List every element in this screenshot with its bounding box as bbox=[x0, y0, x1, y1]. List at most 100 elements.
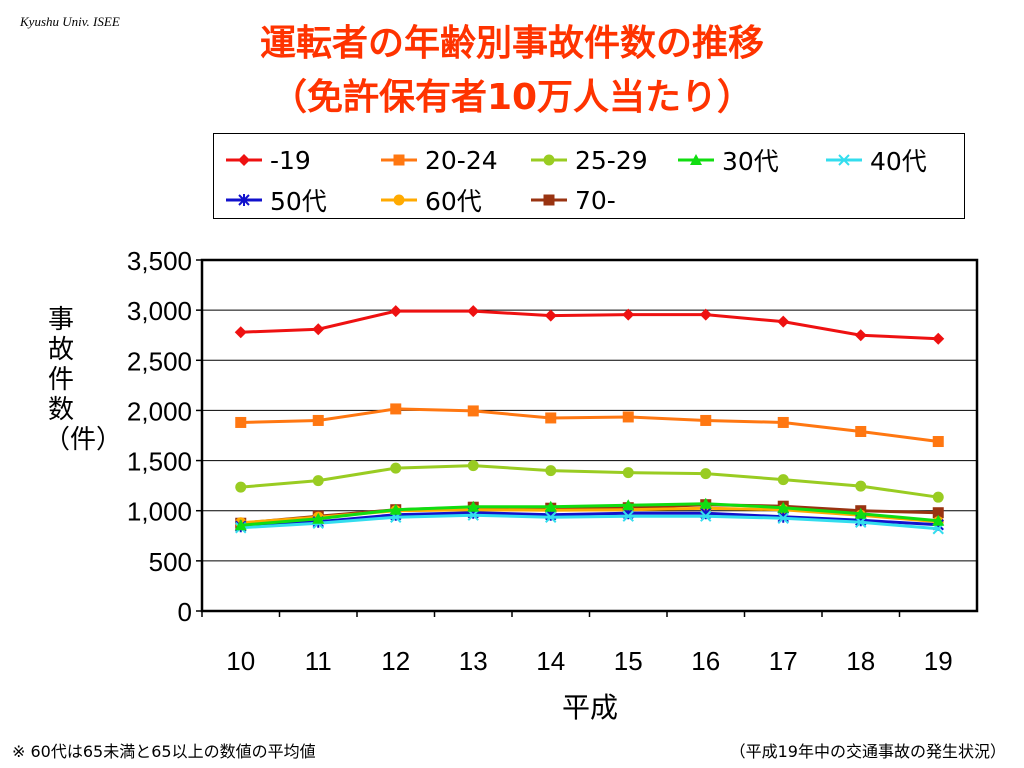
x-tick-label: 15 bbox=[614, 646, 643, 676]
data-point bbox=[312, 512, 325, 524]
series-line bbox=[240, 513, 939, 531]
data-point bbox=[390, 462, 402, 474]
legend-item: 20-24 bbox=[379, 142, 498, 178]
data-point bbox=[545, 412, 557, 424]
legend-swatch bbox=[531, 154, 567, 166]
series-line bbox=[240, 464, 939, 499]
data-point bbox=[312, 414, 324, 426]
data-point bbox=[854, 507, 867, 519]
legend-item: 30代 bbox=[676, 142, 779, 178]
legend-marker bbox=[838, 154, 850, 166]
y-tick-label: 1,500 bbox=[127, 447, 192, 477]
legend-swatch bbox=[226, 154, 262, 166]
data-point bbox=[932, 436, 944, 448]
series-25-29 bbox=[235, 460, 944, 503]
data-point bbox=[700, 510, 712, 522]
legend-item: 40代 bbox=[824, 142, 927, 178]
data-point bbox=[234, 519, 247, 531]
series-30代 bbox=[234, 497, 945, 531]
x-tick-label: 12 bbox=[381, 646, 410, 676]
data-point bbox=[467, 405, 479, 417]
source-note: （平成19年中の交通事故の発生状況） bbox=[729, 742, 1006, 761]
data-point bbox=[622, 499, 635, 511]
data-point bbox=[622, 308, 635, 321]
legend-label: 50代 bbox=[270, 187, 327, 216]
data-point bbox=[700, 414, 712, 426]
data-point bbox=[932, 491, 944, 503]
legend-label: 30代 bbox=[722, 147, 779, 176]
data-point bbox=[777, 512, 789, 524]
legend-label: 25-29 bbox=[575, 145, 648, 175]
legend-marker bbox=[393, 194, 405, 206]
chart-title: 運転者の年齢別事故件数の推移 bbox=[259, 23, 764, 64]
data-point bbox=[235, 481, 247, 493]
data-point bbox=[699, 308, 712, 321]
data-point bbox=[777, 510, 789, 523]
series-line bbox=[240, 511, 939, 528]
y-axis-label: 事故件数（件） bbox=[44, 305, 123, 455]
data-point bbox=[854, 329, 867, 342]
data-point bbox=[234, 326, 247, 339]
legend-item: 60代 bbox=[379, 182, 482, 218]
legend-marker bbox=[543, 154, 555, 166]
legend-label: -19 bbox=[270, 145, 311, 175]
legend-marker bbox=[393, 154, 405, 166]
series-line bbox=[240, 309, 939, 341]
series--19 bbox=[234, 305, 945, 345]
data-point bbox=[389, 503, 402, 515]
y-tick-label: 1,000 bbox=[127, 497, 192, 527]
x-tick-label: 19 bbox=[924, 646, 953, 676]
x-axis-label: 平成 bbox=[561, 691, 618, 724]
legend-label: 40代 bbox=[870, 147, 927, 176]
x-tick-label: 13 bbox=[459, 646, 488, 676]
legend-swatch bbox=[531, 194, 567, 206]
data-point bbox=[235, 416, 247, 428]
data-point bbox=[467, 500, 480, 512]
x-tick-label: 10 bbox=[226, 646, 255, 676]
legend-item: -19 bbox=[224, 142, 311, 178]
y-tick-label: 3,500 bbox=[127, 246, 192, 276]
legend-label: 60代 bbox=[425, 187, 482, 216]
chart-legend: -19 20-24 25-29 30代 40代 50代 60代 70- bbox=[213, 133, 965, 219]
legend-item: 50代 bbox=[224, 182, 327, 218]
x-tick-label: 17 bbox=[769, 646, 798, 676]
data-point bbox=[545, 511, 557, 523]
chart-subtitle: （免許保有者10万人当たり） bbox=[270, 77, 754, 118]
footnote: ※ 60代は65未満と65以上の数値の平均値 bbox=[12, 742, 316, 761]
legend-marker bbox=[543, 194, 555, 206]
data-point bbox=[622, 510, 634, 522]
data-point bbox=[777, 474, 789, 486]
y-tick-label: 2,000 bbox=[127, 396, 192, 426]
data-point bbox=[544, 309, 557, 322]
legend-swatch bbox=[381, 194, 417, 206]
data-point bbox=[467, 460, 479, 472]
data-point bbox=[390, 403, 402, 415]
legend-swatch bbox=[226, 194, 262, 206]
data-point bbox=[389, 305, 402, 318]
y-tick-label: 2,500 bbox=[127, 346, 192, 376]
data-point bbox=[545, 465, 557, 477]
legend-marker bbox=[690, 154, 702, 165]
data-point bbox=[932, 514, 945, 526]
legend-swatch bbox=[381, 154, 417, 166]
legend-marker bbox=[238, 194, 250, 206]
data-point bbox=[467, 305, 480, 318]
organization-label: Kyushu Univ. ISEE bbox=[20, 14, 120, 29]
x-tick-label: 18 bbox=[846, 646, 875, 676]
data-point bbox=[467, 509, 479, 521]
y-tick-label: 0 bbox=[178, 597, 192, 627]
legend-label: 70- bbox=[575, 185, 616, 215]
plot-border bbox=[200, 258, 979, 613]
data-point bbox=[622, 467, 634, 479]
legend-swatch bbox=[826, 154, 862, 166]
data-point bbox=[777, 501, 790, 513]
legend-marker bbox=[238, 154, 250, 166]
data-point bbox=[312, 323, 325, 336]
data-point bbox=[855, 425, 867, 437]
data-point bbox=[932, 332, 945, 345]
data-point bbox=[312, 475, 324, 487]
data-point bbox=[777, 315, 790, 328]
data-point bbox=[932, 507, 944, 519]
data-point bbox=[777, 416, 789, 428]
data-point bbox=[622, 411, 634, 423]
